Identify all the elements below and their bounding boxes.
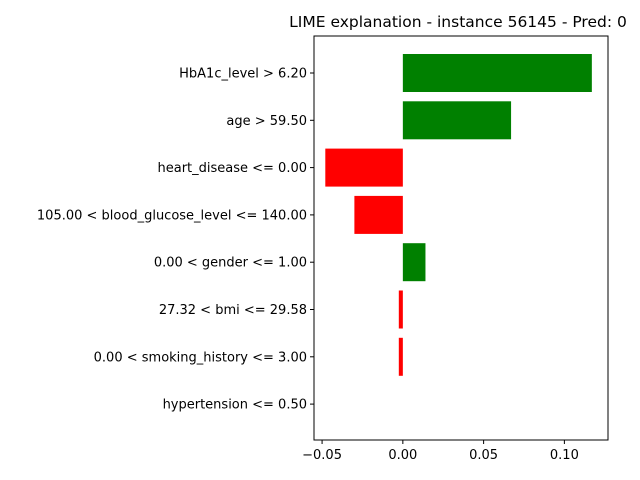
bar-3 xyxy=(354,195,403,234)
y-tick-label: 105.00 < blood_glucose_level <= 140.00 xyxy=(37,208,307,223)
bars-group xyxy=(325,54,592,376)
y-tick-labels: HbA1c_level > 6.20 age > 59.50 heart_disea… xyxy=(37,67,314,413)
y-tick-label: 27.32 < bmi <= 29.58 xyxy=(159,303,307,318)
x-tick-label: 0.05 xyxy=(469,448,498,463)
x-ticks: −0.05 0.00 0.05 0.10 xyxy=(302,440,579,463)
x-tick-label: 0.00 xyxy=(388,448,417,463)
bar-1 xyxy=(402,101,512,140)
y-tick-label: 0.00 < smoking_history <= 3.00 xyxy=(94,350,307,365)
x-tick-label: 0.10 xyxy=(550,448,579,463)
plot-frame xyxy=(313,35,609,441)
x-tick-label: −0.05 xyxy=(302,448,342,463)
bar-4 xyxy=(402,243,426,282)
chart-title: LIME explanation - instance 56145 - Pred… xyxy=(289,13,627,31)
bar-6 xyxy=(398,337,403,376)
y-tick-label: hypertension <= 0.50 xyxy=(163,398,307,413)
bar-5 xyxy=(398,290,403,329)
y-tick-label: HbA1c_level > 6.20 xyxy=(179,67,307,82)
y-tick-label: 0.00 < gender <= 1.00 xyxy=(154,256,307,271)
y-tick-label: heart_disease <= 0.00 xyxy=(157,161,307,176)
bar-0 xyxy=(402,54,592,92)
y-tick-label: age > 59.50 xyxy=(226,114,307,129)
bar-2 xyxy=(325,148,403,187)
